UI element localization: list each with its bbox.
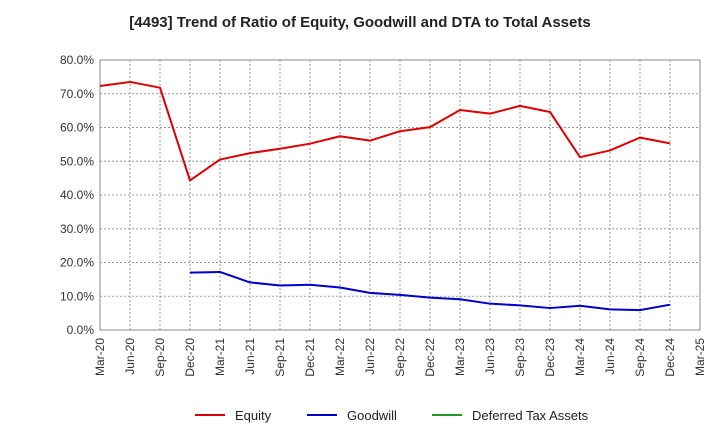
legend-label: Deferred Tax Assets bbox=[472, 408, 589, 423]
x-tick-label: Mar-21 bbox=[213, 338, 227, 376]
legend-label: Equity bbox=[235, 408, 272, 423]
legend-label: Goodwill bbox=[347, 408, 397, 423]
series-line-equity bbox=[99, 80, 671, 182]
y-tick-label: 10.0% bbox=[60, 289, 94, 303]
x-tick-label: Jun-21 bbox=[243, 338, 257, 375]
y-tick-label: 20.0% bbox=[60, 256, 94, 270]
x-tick-label: Jun-24 bbox=[603, 338, 617, 375]
x-tick-label: Mar-25 bbox=[693, 338, 707, 376]
x-tick-label: Jun-23 bbox=[483, 338, 497, 375]
x-tick-label: Mar-20 bbox=[93, 338, 107, 376]
x-tick-label: Mar-22 bbox=[333, 338, 347, 376]
x-tick-label: Dec-23 bbox=[543, 338, 557, 377]
chart-title: [4493] Trend of Ratio of Equity, Goodwil… bbox=[129, 14, 591, 31]
y-tick-label: 0.0% bbox=[67, 323, 95, 337]
x-tick-label: Dec-20 bbox=[183, 338, 197, 377]
x-tick-label: Sep-20 bbox=[153, 338, 167, 377]
y-tick-label: 40.0% bbox=[60, 188, 94, 202]
series-line-goodwill bbox=[189, 270, 671, 312]
x-tick-label: Sep-21 bbox=[273, 338, 287, 377]
x-tick-label: Jun-22 bbox=[363, 338, 377, 375]
x-tick-label: Dec-22 bbox=[423, 338, 437, 377]
x-tick-label: Sep-22 bbox=[393, 338, 407, 377]
x-tick-label: Dec-21 bbox=[303, 338, 317, 377]
y-tick-label: 60.0% bbox=[60, 121, 94, 135]
y-tick-label: 80.0% bbox=[60, 53, 94, 67]
y-tick-label: 50.0% bbox=[60, 154, 94, 168]
x-tick-label: Mar-24 bbox=[573, 338, 587, 376]
y-tick-label: 70.0% bbox=[60, 87, 94, 101]
x-tick-label: Sep-24 bbox=[633, 338, 647, 377]
x-tick-label: Sep-23 bbox=[513, 338, 527, 377]
x-tick-label: Jun-20 bbox=[123, 338, 137, 375]
x-tick-label: Mar-23 bbox=[453, 338, 467, 376]
y-tick-label: 30.0% bbox=[60, 222, 94, 236]
x-tick-label: Dec-24 bbox=[663, 338, 677, 377]
